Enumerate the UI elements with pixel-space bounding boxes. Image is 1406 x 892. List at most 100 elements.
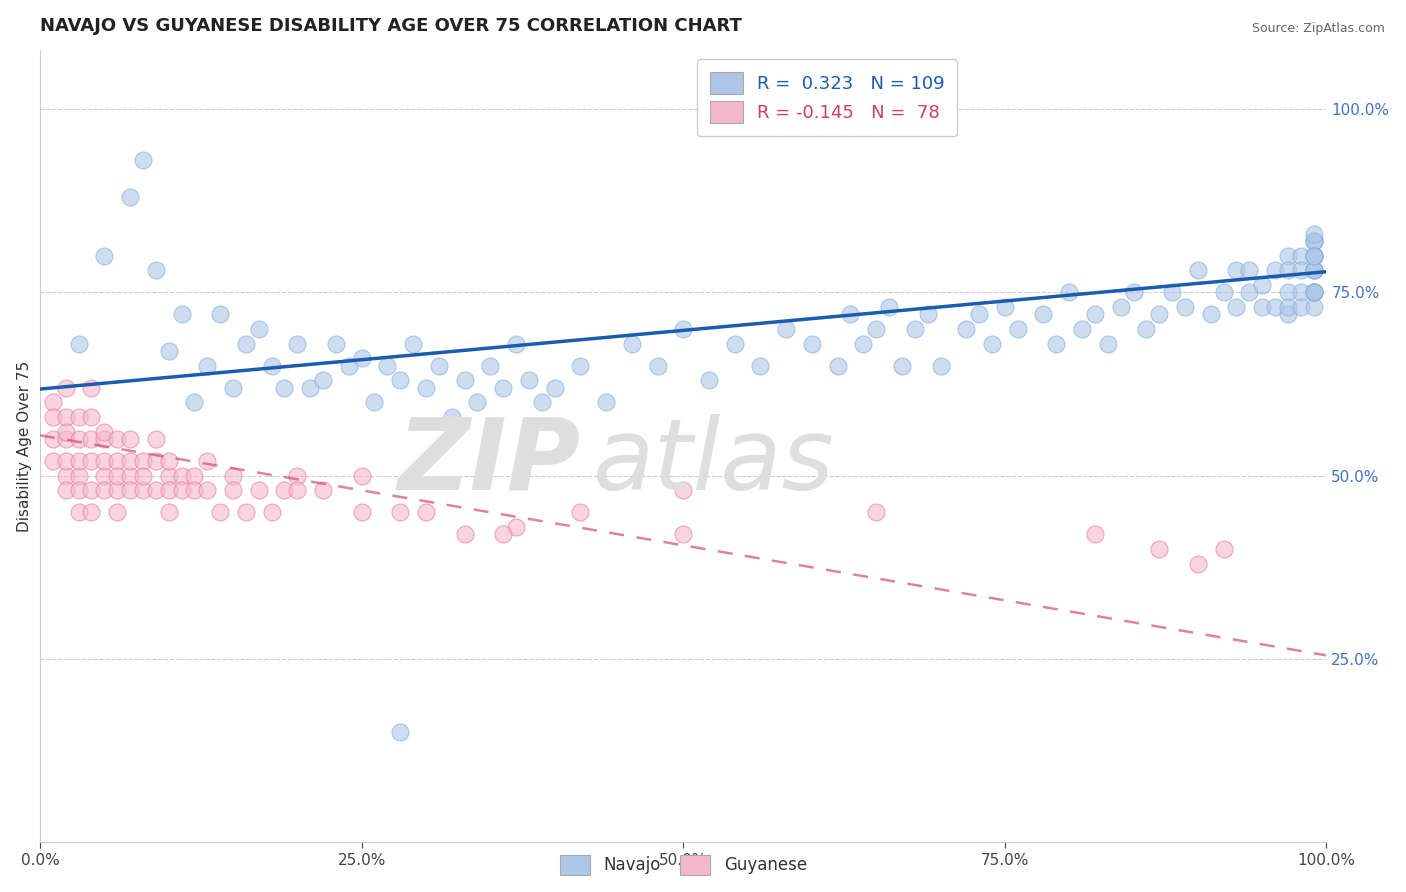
Point	[955, 322, 977, 336]
Point	[1302, 248, 1324, 262]
Point	[42, 409, 65, 424]
Point	[337, 359, 360, 373]
Point	[55, 454, 77, 468]
Point	[285, 483, 308, 498]
Point	[492, 527, 515, 541]
Point	[1161, 285, 1184, 300]
Point	[467, 395, 489, 409]
Point	[1097, 336, 1119, 351]
Point	[325, 336, 347, 351]
Point	[1302, 263, 1324, 277]
Point	[967, 307, 990, 321]
Point	[1109, 300, 1132, 314]
Point	[620, 336, 643, 351]
Point	[1007, 322, 1029, 336]
Point	[67, 336, 90, 351]
Point	[427, 359, 450, 373]
Point	[1239, 263, 1261, 277]
Point	[1135, 322, 1157, 336]
Point	[505, 520, 527, 534]
Point	[1122, 285, 1144, 300]
Point	[1187, 263, 1209, 277]
Point	[145, 483, 167, 498]
Point	[67, 483, 90, 498]
Text: ZIP: ZIP	[398, 414, 581, 510]
Point	[132, 468, 155, 483]
Point	[312, 373, 335, 387]
Y-axis label: Disability Age Over 75: Disability Age Over 75	[17, 360, 32, 532]
Point	[235, 505, 257, 519]
Point	[247, 483, 270, 498]
Point	[530, 395, 553, 409]
Point	[132, 483, 155, 498]
Point	[1264, 263, 1286, 277]
Point	[1174, 300, 1197, 314]
Point	[42, 432, 65, 446]
Point	[1289, 263, 1312, 277]
Point	[145, 454, 167, 468]
Point	[1302, 285, 1324, 300]
Point	[157, 468, 180, 483]
Point	[105, 483, 128, 498]
Point	[569, 359, 592, 373]
Point	[672, 483, 695, 498]
Point	[222, 381, 245, 395]
Point	[118, 454, 141, 468]
Point	[1302, 248, 1324, 262]
Point	[80, 483, 103, 498]
Point	[350, 505, 373, 519]
Point	[67, 409, 90, 424]
Point	[1212, 541, 1234, 556]
Point	[1289, 285, 1312, 300]
Point	[157, 505, 180, 519]
Point	[273, 381, 295, 395]
Point	[929, 359, 952, 373]
Point	[285, 336, 308, 351]
Point	[1277, 263, 1299, 277]
Point	[170, 468, 193, 483]
Point	[55, 432, 77, 446]
Point	[350, 468, 373, 483]
Point	[749, 359, 772, 373]
Point	[183, 395, 205, 409]
Point	[904, 322, 927, 336]
Point	[80, 381, 103, 395]
Point	[183, 483, 205, 498]
Point	[877, 300, 900, 314]
Point	[672, 322, 695, 336]
Point	[994, 300, 1017, 314]
Point	[1045, 336, 1067, 351]
Point	[55, 381, 77, 395]
Point	[981, 336, 1004, 351]
Point	[1071, 322, 1094, 336]
Point	[800, 336, 823, 351]
Point	[1147, 307, 1170, 321]
Point	[67, 432, 90, 446]
Point	[865, 505, 887, 519]
Point	[312, 483, 335, 498]
Point	[1187, 557, 1209, 571]
Point	[415, 505, 437, 519]
Point	[1251, 300, 1274, 314]
Point	[453, 373, 475, 387]
Point	[42, 395, 65, 409]
Point	[363, 395, 385, 409]
Point	[1302, 227, 1324, 241]
Point	[93, 483, 115, 498]
Point	[55, 425, 77, 439]
Point	[118, 483, 141, 498]
Point	[1199, 307, 1222, 321]
Point	[917, 307, 939, 321]
Point	[93, 425, 115, 439]
Legend: Navajo, Guyanese: Navajo, Guyanese	[553, 848, 814, 881]
Point	[479, 359, 502, 373]
Point	[1277, 285, 1299, 300]
Point	[852, 336, 875, 351]
Point	[55, 468, 77, 483]
Point	[375, 359, 398, 373]
Point	[80, 432, 103, 446]
Point	[1302, 263, 1324, 277]
Point	[492, 381, 515, 395]
Point	[157, 343, 180, 358]
Point	[118, 190, 141, 204]
